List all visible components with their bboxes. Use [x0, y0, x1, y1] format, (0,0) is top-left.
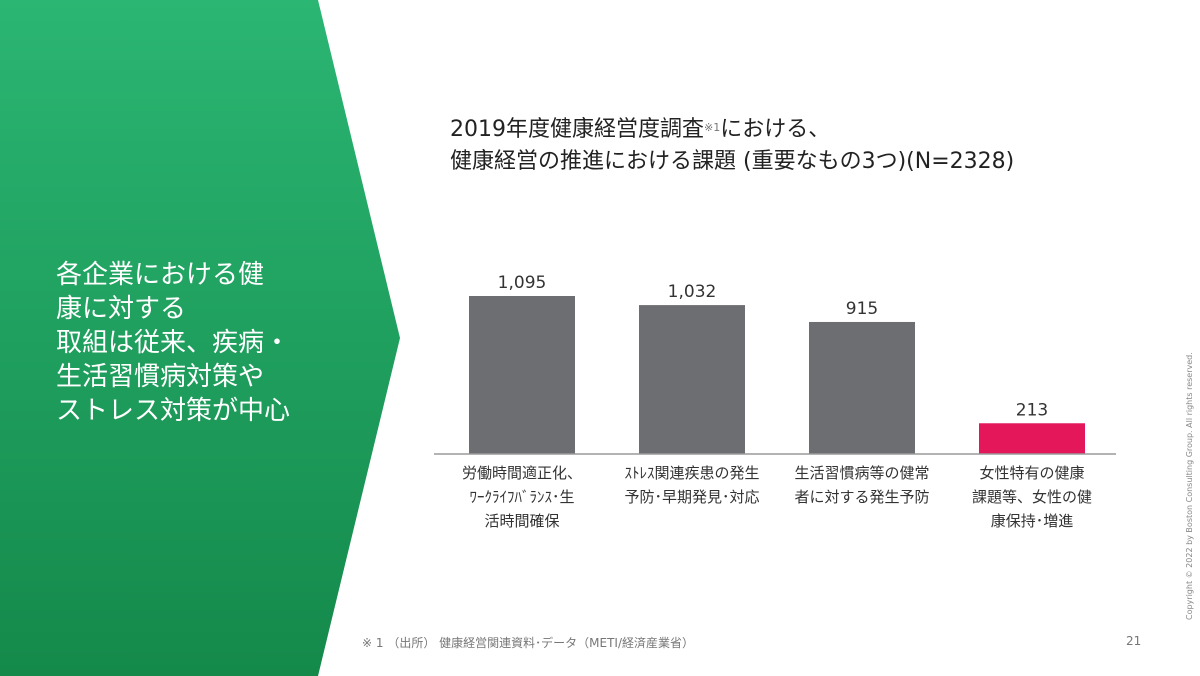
footnote: ※ 1 （出所） 健康経営関連資料･データ（METI/経済産業省）: [362, 636, 694, 650]
green-chevron-panel: [0, 0, 400, 676]
bar-2: [639, 305, 745, 454]
category-label-4: 女性特有の健康課題等、女性の健康保持･増進: [972, 464, 1092, 530]
chevron-shape: [0, 0, 400, 676]
chart-title-tail: における、: [720, 117, 831, 142]
left-text-line: 取組は従来、疾病・: [56, 328, 291, 358]
page-number: 21: [1126, 634, 1142, 648]
category-label-3: 生活習慣病等の健常者に対する発生予防: [794, 464, 929, 506]
chart-title-line-1: 2019年度健康経営度調査※1における、: [450, 112, 1014, 146]
data-label-3: 915: [846, 299, 878, 319]
left-text-line: 生活習慣病対策や: [56, 362, 265, 392]
left-text-line: 各企業における健: [56, 260, 265, 290]
chart-title-line-2: 健康経営の推進における課題 (重要なもの3つ)(N=2328): [450, 149, 1015, 174]
left-text-line: ストレス対策が中心: [56, 396, 291, 426]
data-label-4: 213: [1016, 400, 1048, 420]
bar-3: [809, 321, 915, 454]
category-label-2: ｽﾄﾚｽ関連疾患の発生予防･早期発見･対応: [624, 464, 759, 506]
category-label-1: 労働時間適正化、ﾜｰｸﾗｲﾌﾊﾞﾗﾝｽ･生活時間確保: [462, 464, 582, 530]
bar-chart: 1,095 労働時間適正化、ﾜｰｸﾗｲﾌﾊﾞﾗﾝｽ･生活時間確保 1,032 ｽﾄﾚｽ…: [434, 273, 1116, 530]
data-label-1: 1,095: [498, 273, 547, 293]
chart-title-footnote-mark: ※1: [704, 121, 721, 134]
left-text-line: 康に対する: [56, 294, 187, 324]
chart-title-main: 2019年度健康経営度調査: [450, 117, 704, 142]
bar-4: [979, 423, 1085, 454]
data-label-2: 1,032: [668, 282, 717, 302]
copyright-notice: Copyright © 2022 by Boston Consulting Gr…: [1185, 352, 1194, 620]
bar-1: [469, 296, 575, 454]
chart-title: 2019年度健康経営度調査※1における、 健康経営の推進における課題 (重要なも…: [450, 112, 1014, 178]
left-panel-message: 各企業における健 康に対する 取組は従来、疾病・ 生活習慣病対策や ストレス対策…: [56, 258, 306, 428]
